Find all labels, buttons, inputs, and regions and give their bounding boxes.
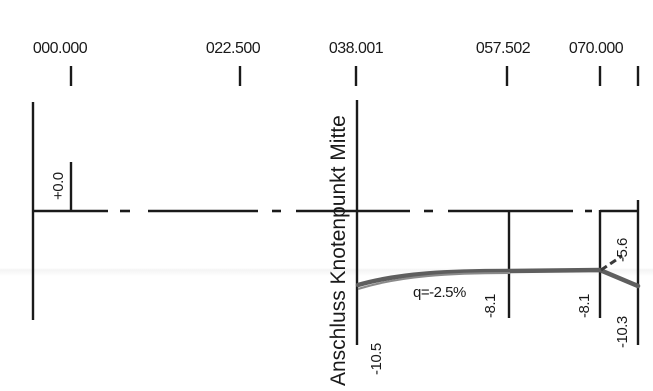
station-label-3: 038.001 — [328, 40, 384, 57]
profile-curve — [355, 267, 641, 289]
profile-curve-shadow — [357, 272, 511, 290]
station-label-4: 057.502 — [475, 40, 531, 57]
height-label-2: -8.1 — [482, 294, 499, 318]
height-label-3: -8.1 — [576, 294, 593, 318]
dashed-connector — [600, 254, 623, 272]
station-label-5: 070.000 — [568, 40, 624, 57]
station-ticks — [69, 66, 640, 86]
station-label-1: 000.000 — [32, 40, 88, 57]
station-label-2: 022.500 — [205, 40, 261, 57]
start-height-label: +0.0 — [50, 172, 67, 200]
junction-label: Anschluss Knotenpunkt Mitte — [327, 115, 350, 386]
height-label-4: -10.3 — [614, 316, 631, 348]
slope-label: q=-2.5% — [413, 284, 466, 301]
height-label-1: -10.5 — [368, 343, 385, 375]
height-label-5: -5.6 — [614, 238, 631, 262]
